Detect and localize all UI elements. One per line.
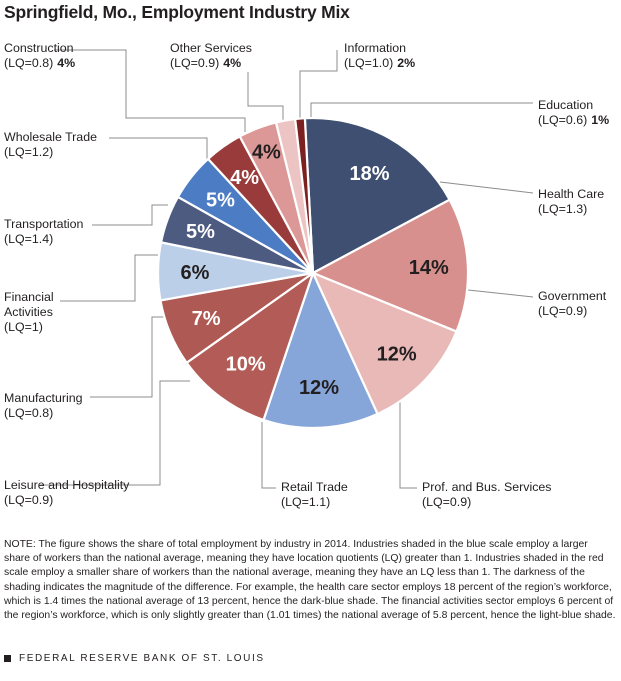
leader-line-education [310,102,533,118]
pie-slice-health-care [303,116,451,275]
lq-value-information: (LQ=1.0) [344,56,393,70]
category-label-education: Education (LQ=0.6) 1% [538,98,609,127]
leader-line-prof-and-bus-services [399,380,417,489]
lq-value-construction: (LQ=0.8) [4,56,53,70]
leader-line-construction [54,49,246,132]
leader-line-other-services [247,72,284,122]
slice-percent-prof-and-bus-services: 12% [377,343,417,365]
category-percent-education: 1% [591,113,609,127]
leader-line-government [467,289,534,298]
slice-percent-construction: 4% [230,167,259,189]
percent-labels: 18%14%12%12%10%7%6%5%5%4%4% [181,142,449,399]
pie-slice-government [311,198,470,333]
category-label-manufacturing: Manufacturing (LQ=0.8) [4,391,83,420]
category-label-prof-and-bus-services: Prof. and Bus. Services (LQ=0.9) [422,480,551,509]
pie-slice-education [294,117,315,275]
pie-slice-leisure-and-hospitality [185,271,315,421]
slice-percent-financial-activities: 6% [181,262,210,284]
slice-percent-wholesale-trade: 5% [206,190,235,212]
slice-percent-transportation: 5% [186,221,215,243]
slice-percent-manufacturing: 7% [192,308,221,330]
category-percent-other-services: 4% [223,56,241,70]
lq-value-leisure-and-hospitality: (LQ=0.9) [4,493,53,507]
category-label-wholesale-trade: Wholesale Trade (LQ=1.2) [4,130,97,159]
slice-percent-retail-trade: 12% [299,377,339,399]
lq-value-other-services: (LQ=0.9) [170,56,219,70]
category-label-health-care: Health Care (LQ=1.3) [538,187,604,216]
leader-line-manufacturing [90,316,170,398]
slice-percent-other-services: 4% [252,142,281,164]
footer-square-icon [4,655,11,662]
footer: FEDERAL RESERVE BANK OF ST. LOUIS [4,653,265,664]
lq-value-government: (LQ=0.9) [538,304,587,318]
category-label-leisure-and-hospitality: Leisure and Hospitality (LQ=0.9) [4,478,130,507]
leader-line-health-care [439,181,534,194]
category-label-government: Government (LQ=0.9) [538,289,607,318]
lq-value-prof-and-bus-services: (LQ=0.9) [422,495,471,509]
lq-value-financial-activities: (LQ=1) [4,320,43,334]
leader-line-information [299,50,338,121]
category-label-financial-activities: Financial Activities (LQ=1) [4,290,54,334]
leader-line-transportation [92,204,168,226]
pie-chart: 18%14%12%12%10%7%6%5%5%4%4% Health Care(… [4,41,609,509]
lq-value-education: (LQ=0.6) [538,113,587,127]
lq-value-retail-trade: (LQ=1.1) [281,495,330,509]
chart-title: Springfield, Mo., Employment Industry Mi… [4,2,350,22]
leader-line-financial-activities [60,254,158,302]
chart-note: NOTE: The figure shows the share of tota… [4,539,616,622]
category-percent-construction: 4% [57,56,75,70]
category-percent-information: 2% [397,56,415,70]
category-label-information: Information (LQ=1.0) 2% [344,41,415,70]
category-label-retail-trade: Retail Trade (LQ=1.1) [281,480,348,509]
leader-line-leisure-and-hospitality [40,380,190,486]
pie-slices [156,116,470,430]
lq-value-wholesale-trade: (LQ=1.2) [4,145,53,159]
lq-value-manufacturing: (LQ=0.8) [4,406,53,420]
lq-value-transportation: (LQ=1.4) [4,232,53,246]
slice-percent-leisure-and-hospitality: 10% [226,354,266,376]
footer-text: FEDERAL RESERVE BANK OF ST. LOUIS [19,653,265,664]
slice-percent-health-care: 18% [349,163,389,185]
pie-slice-prof-and-bus-services [311,271,458,416]
category-label-other-services: Other Services (LQ=0.9) 4% [170,41,252,70]
slice-percent-government: 14% [409,257,449,279]
lq-value-health-care: (LQ=1.3) [538,202,587,216]
leader-line-retail-trade [261,422,276,489]
category-labels: Health Care (LQ=1.3) Government (LQ=0.9) Pro… [4,41,609,509]
pie-slice-retail-trade [262,271,379,430]
leader-lines [40,49,534,489]
category-label-transportation: Transportation (LQ=1.4) [4,217,84,246]
leader-line-wholesale-trade [109,137,208,163]
category-label-construction: Construction (LQ=0.8) 4% [4,41,75,70]
